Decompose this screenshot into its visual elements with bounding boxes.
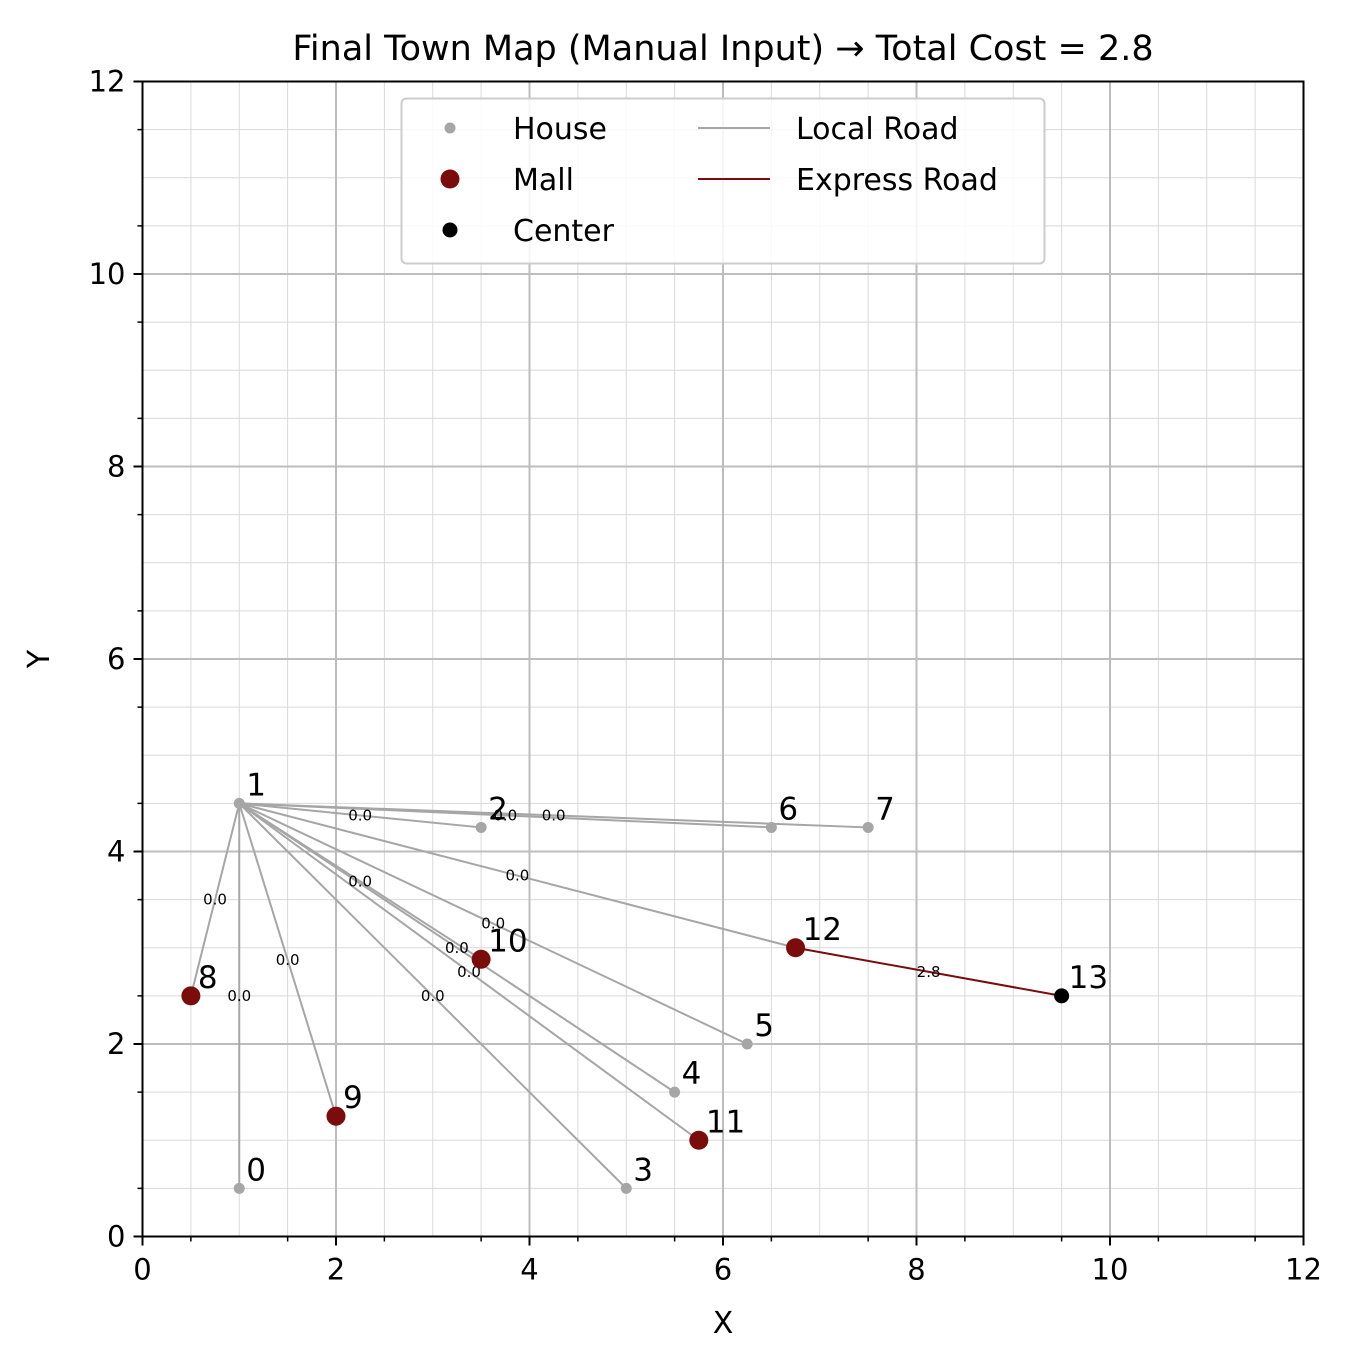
town-nodes [181,797,1070,1194]
node-label: 1 [246,767,266,803]
legend-label: Express Road [796,163,998,198]
local-road [238,803,337,1117]
house-marker [233,1182,245,1194]
node-label: 9 [343,1080,363,1116]
node-label: 8 [198,960,218,996]
y-axis-title: Y [22,649,57,669]
house-marker [233,797,245,809]
road-cost-label: 0.0 [505,867,529,885]
node-label: 3 [633,1152,653,1188]
node-label: 0 [246,1152,266,1188]
road-cost-label: 2.8 [917,963,941,981]
legend: House Mall Center Local Road Express Road [400,97,1046,265]
road-cost-label: 0.0 [421,987,445,1005]
legend-label: Center [513,214,615,249]
node-label: 2 [488,791,508,827]
local-road [238,802,700,1142]
express-road [795,946,1062,997]
road-cost-label: 0.0 [493,806,517,824]
house-marker [741,1038,753,1050]
center-marker [1054,988,1070,1004]
road-cost-label: 0.0 [276,951,300,969]
y-tick-label: 0 [107,1220,125,1254]
chart-title: Final Town Map (Manual Input) → Total Co… [292,29,1153,69]
y-tick-label: 12 [89,65,126,99]
node-label: 6 [778,791,798,827]
road-cost-label: 0.0 [481,915,505,933]
house-marker [862,821,874,833]
node-label: 7 [875,791,895,827]
road-cost-label: 0.0 [227,987,251,1005]
node-label: 12 [803,912,842,948]
node-label: 5 [754,1008,774,1044]
house-marker [765,821,777,833]
x-tick-label: 12 [1285,1253,1322,1287]
x-tick-label: 8 [907,1253,925,1287]
legend-box [400,97,1046,265]
road-cost-label: 0.0 [348,806,372,824]
house-marker [475,821,487,833]
legend-label: Mall [513,163,574,198]
legend-label: Local Road [796,112,959,147]
mall-legend-marker [440,169,460,189]
road-cost-label: 0.0 [457,963,481,981]
x-tick-label: 6 [714,1253,732,1287]
local-road [238,802,796,949]
y-tick-label: 6 [107,642,125,676]
center-legend-marker [442,222,458,238]
local-road [238,802,627,1190]
road-cost-labels: 0.0 0.0 0.0 0.0 0.0 0.0 0.0 0.0 0.0 0.0 0.0 0.0 2.8 [203,806,940,1004]
road-cost-label: 0.0 [542,806,566,824]
mall-marker [181,986,201,1006]
road-cost-label: 0.0 [445,939,469,957]
y-tick-label: 4 [107,835,125,869]
local-road [238,802,748,1045]
local-road [239,802,869,829]
y-tick-label: 8 [107,450,125,484]
mall-marker [786,938,806,958]
road-cost-label: 0.0 [203,891,227,909]
mall-marker [326,1106,346,1126]
node-label: 13 [1069,960,1108,996]
mall-marker [689,1130,709,1150]
local-road [239,802,482,829]
node-label: 11 [706,1104,745,1140]
local-road [189,803,241,997]
y-tick-label: 2 [107,1027,125,1061]
house-marker [620,1182,632,1194]
y-tick-label: 10 [89,257,126,291]
node-label: 10 [488,923,527,959]
legend-label: House [513,112,607,147]
x-axis-title: X [713,1306,734,1341]
x-tick-label: 2 [327,1253,345,1287]
house-marker [669,1086,681,1098]
x-tick-label: 10 [1092,1253,1129,1287]
node-label: 4 [682,1056,702,1092]
local-road [238,802,676,1093]
road-cost-label: 0.0 [348,872,372,890]
x-tick-label: 0 [133,1253,151,1287]
mall-marker [471,949,491,969]
house-legend-marker [444,122,456,134]
x-tick-label: 4 [520,1253,538,1287]
roads [189,802,1062,1190]
